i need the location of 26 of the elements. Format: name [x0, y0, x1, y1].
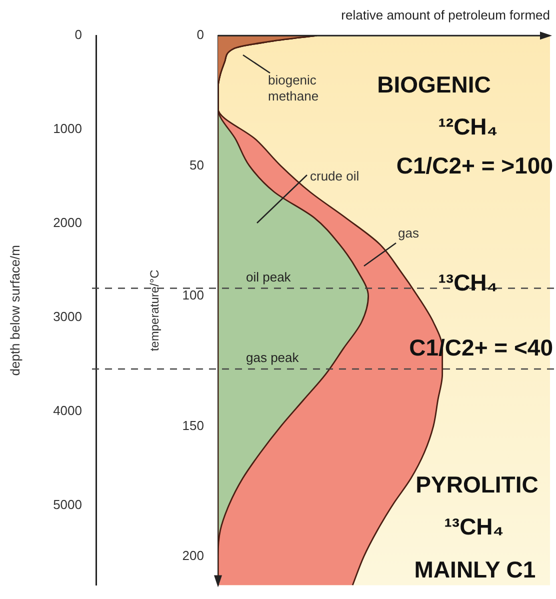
annotation: PYROLITIC — [416, 471, 538, 498]
annotation: ¹²CH₄ — [438, 113, 498, 140]
y-tick-label: 150 — [182, 418, 204, 433]
y2-axis-title: depth below surface/m — [7, 245, 22, 376]
text: biogenic methane — [268, 72, 319, 104]
y-tick-label: 100 — [182, 288, 204, 303]
y-axis-title: temperature/°C — [148, 269, 162, 352]
annotation: C1/C2+ = >100 — [396, 152, 553, 178]
y-tick-label: 200 — [182, 548, 204, 564]
y-tick-label: 0 — [196, 27, 204, 42]
y2-tick-label: 4000 — [53, 402, 82, 418]
y2-tick-label: 1000 — [53, 121, 82, 136]
y2-tick-label: 5000 — [53, 496, 82, 512]
x-axis-title: relative amount of petroleum formed — [341, 7, 550, 22]
y2-tick-label: 0 — [74, 27, 82, 42]
annotation: BIOGENIC — [377, 71, 491, 98]
annotation: MAINLY C1 — [414, 556, 536, 582]
annotation: ¹³CH₄ — [438, 269, 498, 296]
text: ¹³CH₄ — [444, 513, 504, 540]
ref-line-label: oil peak — [246, 269, 292, 284]
ref-line-label: gas peak — [246, 350, 300, 366]
y2-tick-label: 2000 — [53, 215, 82, 230]
text: crude oil — [310, 168, 360, 184]
y-tick-label: 50 — [190, 157, 204, 172]
series-label: gas — [398, 226, 420, 241]
y2-tick-label: 3000 — [53, 309, 82, 324]
